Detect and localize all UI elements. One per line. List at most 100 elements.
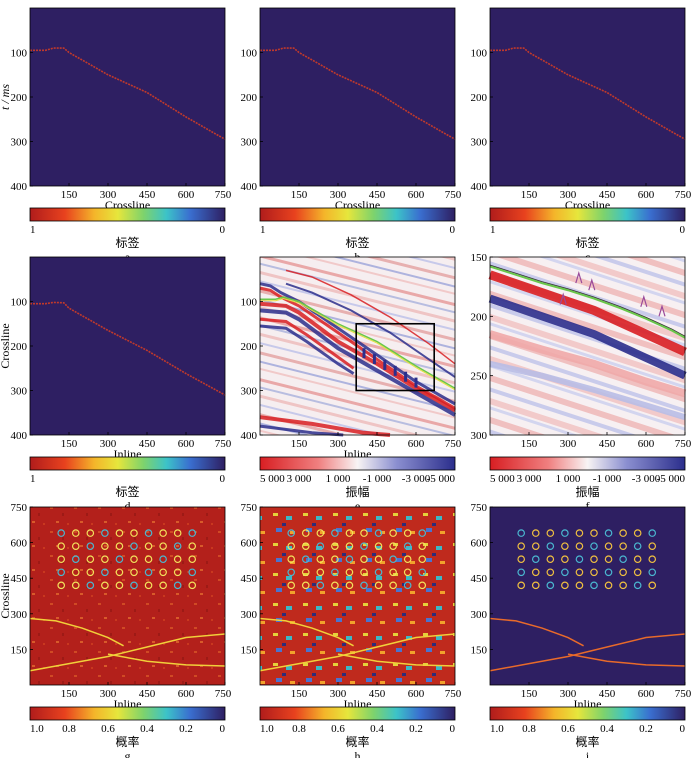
plot-area [259,507,456,685]
y-tick-label: 150 [241,644,258,656]
x-tick-label: 600 [638,189,655,201]
anomaly-ring [101,568,109,577]
colorbar: 5 000 3 000 1 000 -1 000 -3 000-5 000 振幅 [259,456,455,499]
y-tick-label: 200 [471,92,488,104]
colorbar-tick-label: 0.2 [409,723,423,735]
probability-trace [107,653,226,667]
anomaly-ring [86,581,95,590]
colorbar-tick-label: 0.4 [140,723,154,735]
anomaly-ring [101,555,109,564]
x-tick-label: 300 [560,688,577,700]
x-tick-label: 300 [330,438,347,450]
anomaly-ring [633,542,642,550]
anomaly-ring [619,581,627,590]
panel-f: 150 300 450 600 750 150 200 250 300 5 000 3 000 1 0… [471,252,692,513]
colorbar: 1 0 标签 [29,207,226,250]
anomaly-ring [418,529,427,537]
reflector-band [259,282,456,406]
x-tick-label: 750 [445,438,462,450]
x-tick-label: 300 [100,189,117,201]
anomaly-ring [144,555,153,564]
anomaly-ring [144,542,153,550]
panel-letter: f [586,499,590,513]
y-tick-label: 750 [471,502,488,514]
colorbar: 1 0 标签 [29,456,226,499]
x-tick-label: 450 [599,189,616,201]
y-tick-label: 150 [471,252,488,264]
anomaly-ring [345,568,354,577]
panel-letter: g [125,749,131,758]
y-tick-label: 300 [11,386,28,398]
reflector-band [259,301,456,413]
anomaly-mark [414,377,418,388]
colorbar-gradient [29,456,226,471]
x-tick-label: 600 [638,438,655,450]
anomaly-ring [159,542,167,550]
x-tick-label: 600 [178,688,195,700]
y-tick-label: 200 [241,92,258,104]
anomaly-ring [301,581,310,590]
anomaly-ring [531,555,540,564]
anomaly-ring [57,529,66,537]
anomaly-ring [575,555,584,564]
colorbar-tick-label: 0 [680,723,686,735]
anomaly-ring [360,555,368,564]
anomaly-ring [57,568,66,577]
x-tick-label: 600 [638,688,655,700]
colorbar-tick-label: -1 000 [593,473,622,485]
anomaly-ring [287,581,296,590]
anomaly-ring [403,581,412,590]
colorbar-tick-label: 0.8 [522,723,536,735]
reflector-band [488,270,687,357]
anomaly-ring [188,568,197,577]
anomaly-ring [316,555,325,564]
anomaly-ring [345,555,354,564]
y-tick-label: 150 [471,644,488,656]
anomaly-ring [71,555,80,564]
colorbar-tick-label: 1 [260,224,266,236]
anomaly-ring [130,542,138,550]
anomaly-ring [546,568,555,577]
y-tick-label: 450 [241,573,258,585]
colorbar-tick-label: 1.0 [490,723,504,735]
anomaly-ring [590,555,598,564]
anomaly-ring [57,581,66,590]
anomaly-ring [389,568,397,577]
anomaly-ring [633,568,642,577]
anomaly-ring [331,542,339,550]
anomaly-ring [159,529,167,537]
anomaly-ring [590,568,598,577]
y-tick-label: 300 [471,137,488,149]
colorbar-tick-label: 0.8 [292,723,306,735]
horizon-green-line [260,296,456,389]
x-tick-label: 450 [139,189,156,201]
anomaly-ring [619,568,627,577]
reflector-band [259,308,456,417]
anomaly-ring [403,555,412,564]
anomaly-ring [101,529,109,537]
anomaly-ring [173,542,182,550]
colorbar-tick-label: -1 000 [363,473,392,485]
x-tick-label: 150 [61,438,78,450]
anomaly-ring [188,581,197,590]
anomaly-ring [604,529,613,537]
plot-area [489,507,686,685]
anomaly-ring [561,529,569,537]
anomaly-ring [403,568,412,577]
y-tick-label: 300 [471,609,488,621]
anomaly-ring [604,555,613,564]
y-tick-label: 300 [241,137,258,149]
y-tick-label: 750 [241,502,258,514]
x-tick-label: 750 [215,189,232,201]
anomaly-ring [331,568,339,577]
anomaly-ring [173,555,182,564]
x-tick-label: 150 [521,438,538,450]
y-tick-label: 250 [471,371,488,383]
plot-frame [259,506,456,686]
anomaly-ring [517,581,526,590]
plot-area [260,8,456,186]
colorbar-tick-label: 5 000 [490,473,515,485]
y-tick-label: 400 [241,181,258,193]
